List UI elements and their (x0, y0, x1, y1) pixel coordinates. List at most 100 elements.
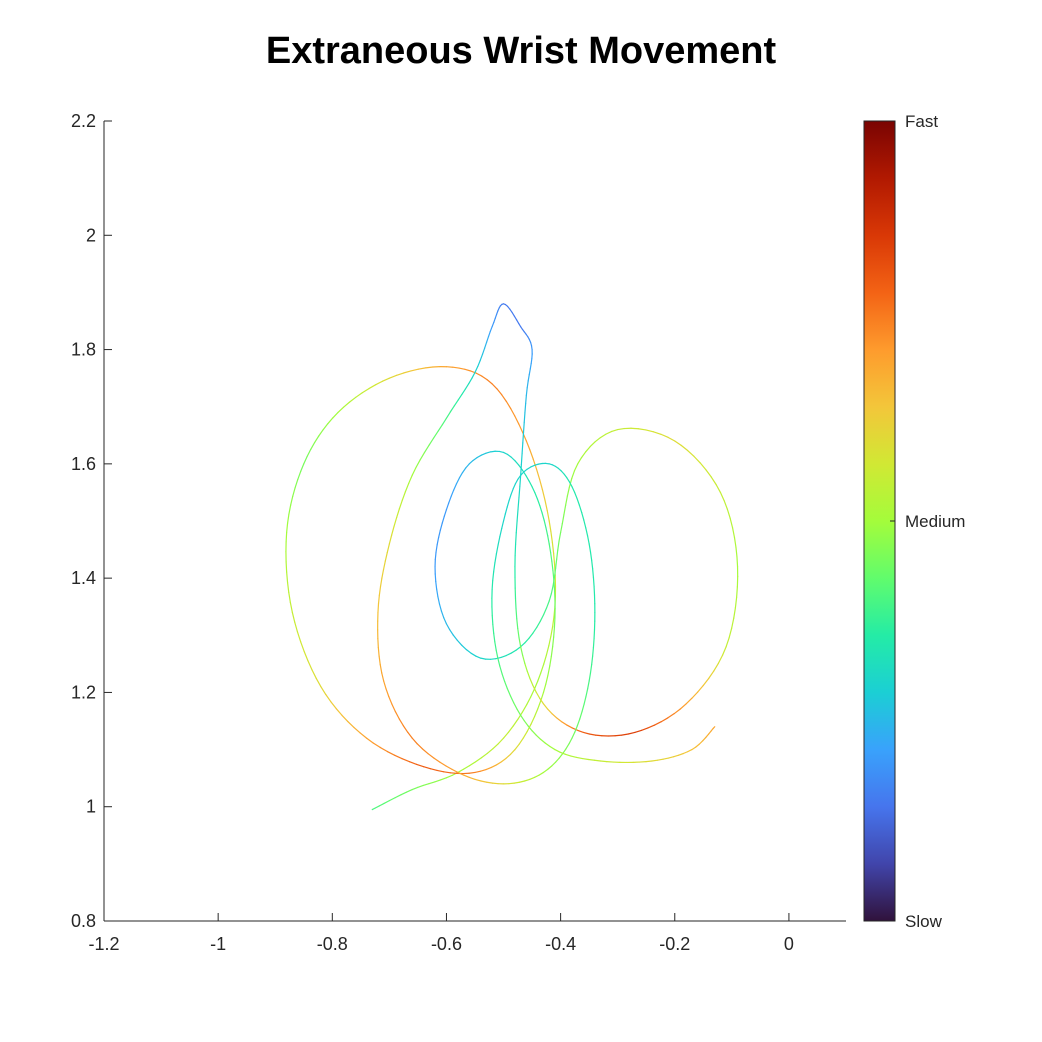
trajectory-segment (419, 451, 426, 461)
trajectory-segment (423, 444, 430, 454)
trajectory-segment (443, 617, 448, 625)
trajectory-segment (337, 406, 345, 414)
trajectory-segment (525, 474, 530, 482)
trajectory-segment (735, 546, 738, 558)
colorbar-gradient (863, 120, 896, 922)
trajectory-segment (577, 729, 585, 734)
trajectory-segment (550, 625, 554, 637)
x-tick-label: -1 (210, 934, 226, 954)
trajectory-segment (476, 454, 483, 459)
trajectory-segment (599, 433, 607, 439)
trajectory-segment (502, 513, 506, 522)
trajectory-segment (388, 797, 396, 802)
trajectory-segment (527, 725, 533, 732)
trajectory-segment (474, 757, 483, 763)
trajectory-segment (568, 481, 573, 488)
trajectory-segment (491, 615, 494, 626)
trajectory-segment (464, 368, 472, 372)
trajectory-segment (515, 608, 518, 620)
trajectory-segment (474, 365, 479, 374)
trajectory-segment (435, 544, 438, 553)
trajectory-segment (667, 436, 676, 442)
trajectory-segment (514, 597, 517, 610)
trajectory-segment (525, 440, 531, 451)
trajectory-segment (705, 469, 712, 478)
trajectory-segment (436, 588, 439, 598)
trajectory-segment (468, 459, 474, 465)
trajectory-segment (540, 663, 545, 674)
trajectory-segment (512, 718, 519, 727)
trajectory-segment (542, 683, 547, 694)
trajectory-segment (548, 520, 552, 533)
trajectory-segment (497, 737, 505, 745)
colorbar-label: Medium (905, 512, 965, 531)
trajectory-segment (475, 655, 482, 659)
trajectory-segment (581, 511, 585, 521)
trajectory-segment (453, 483, 458, 491)
trajectory-segment (507, 725, 514, 733)
trajectory-segment (445, 366, 454, 368)
trajectory-segment (588, 543, 592, 553)
trajectory-segment (506, 500, 510, 508)
trajectory-segment (463, 764, 471, 770)
trajectory-segment (417, 367, 427, 370)
trajectory-segment (493, 317, 496, 324)
trajectory-segment (379, 746, 388, 753)
trajectory-segment (534, 492, 539, 500)
trajectory-segment (474, 770, 482, 774)
trajectory-segment (554, 748, 561, 753)
trajectory-segment (480, 752, 488, 759)
trajectory-segment (532, 684, 537, 693)
trajectory-segment (685, 697, 693, 705)
trajectory-segment (450, 489, 455, 498)
trajectory-segment (470, 652, 477, 657)
trajectory-segment (673, 708, 681, 715)
trajectory-segment (407, 731, 413, 739)
trajectory-segment (557, 540, 560, 551)
trajectory-segment (707, 730, 712, 735)
trajectory-segment (682, 751, 689, 755)
trajectory-segment (554, 757, 560, 763)
trajectory-segment (660, 717, 669, 723)
trajectory-segment (286, 571, 289, 583)
trajectory-segment (461, 388, 466, 396)
trajectory-segment (715, 484, 722, 494)
trajectory-segment (531, 730, 537, 736)
trajectory-segment (292, 487, 296, 497)
trajectory-segment (621, 733, 629, 736)
trajectory-segment (289, 602, 293, 614)
trajectory-segment (547, 665, 551, 676)
trajectory-segment (588, 733, 597, 736)
trajectory-segment (443, 508, 448, 517)
trajectory-segment (368, 384, 377, 390)
trajectory-segment (540, 691, 545, 702)
x-tick-label: -0.8 (317, 934, 348, 954)
trajectory-segment (634, 729, 642, 734)
trajectory-segment (583, 519, 587, 529)
trajectory-segment (528, 632, 534, 639)
trajectory-segment (543, 654, 548, 665)
trajectory-segment (384, 551, 388, 562)
trajectory-segment (471, 371, 476, 379)
trajectory-segment (388, 696, 393, 705)
trajectory-segment (589, 664, 593, 674)
trajectory-segment (429, 768, 438, 772)
trajectory-segment (566, 477, 571, 483)
trajectory-segment (455, 477, 460, 485)
trajectory-layer (285, 303, 739, 811)
trajectory-segment (559, 751, 566, 755)
trajectory-segment (491, 782, 499, 785)
trajectory-segment (516, 319, 520, 325)
trajectory-segment (552, 616, 555, 628)
trajectory-segment (386, 543, 390, 554)
trajectory-segment (330, 701, 337, 710)
trajectory-segment (566, 486, 570, 497)
trajectory-segment (411, 737, 418, 745)
trajectory-segment (489, 326, 493, 332)
trajectory-segment (285, 531, 288, 543)
trajectory-segment (479, 353, 484, 362)
trajectory-segment (434, 779, 442, 783)
trajectory-segment (341, 714, 349, 723)
trajectory-segment (515, 646, 522, 651)
trajectory-segment (286, 513, 290, 524)
